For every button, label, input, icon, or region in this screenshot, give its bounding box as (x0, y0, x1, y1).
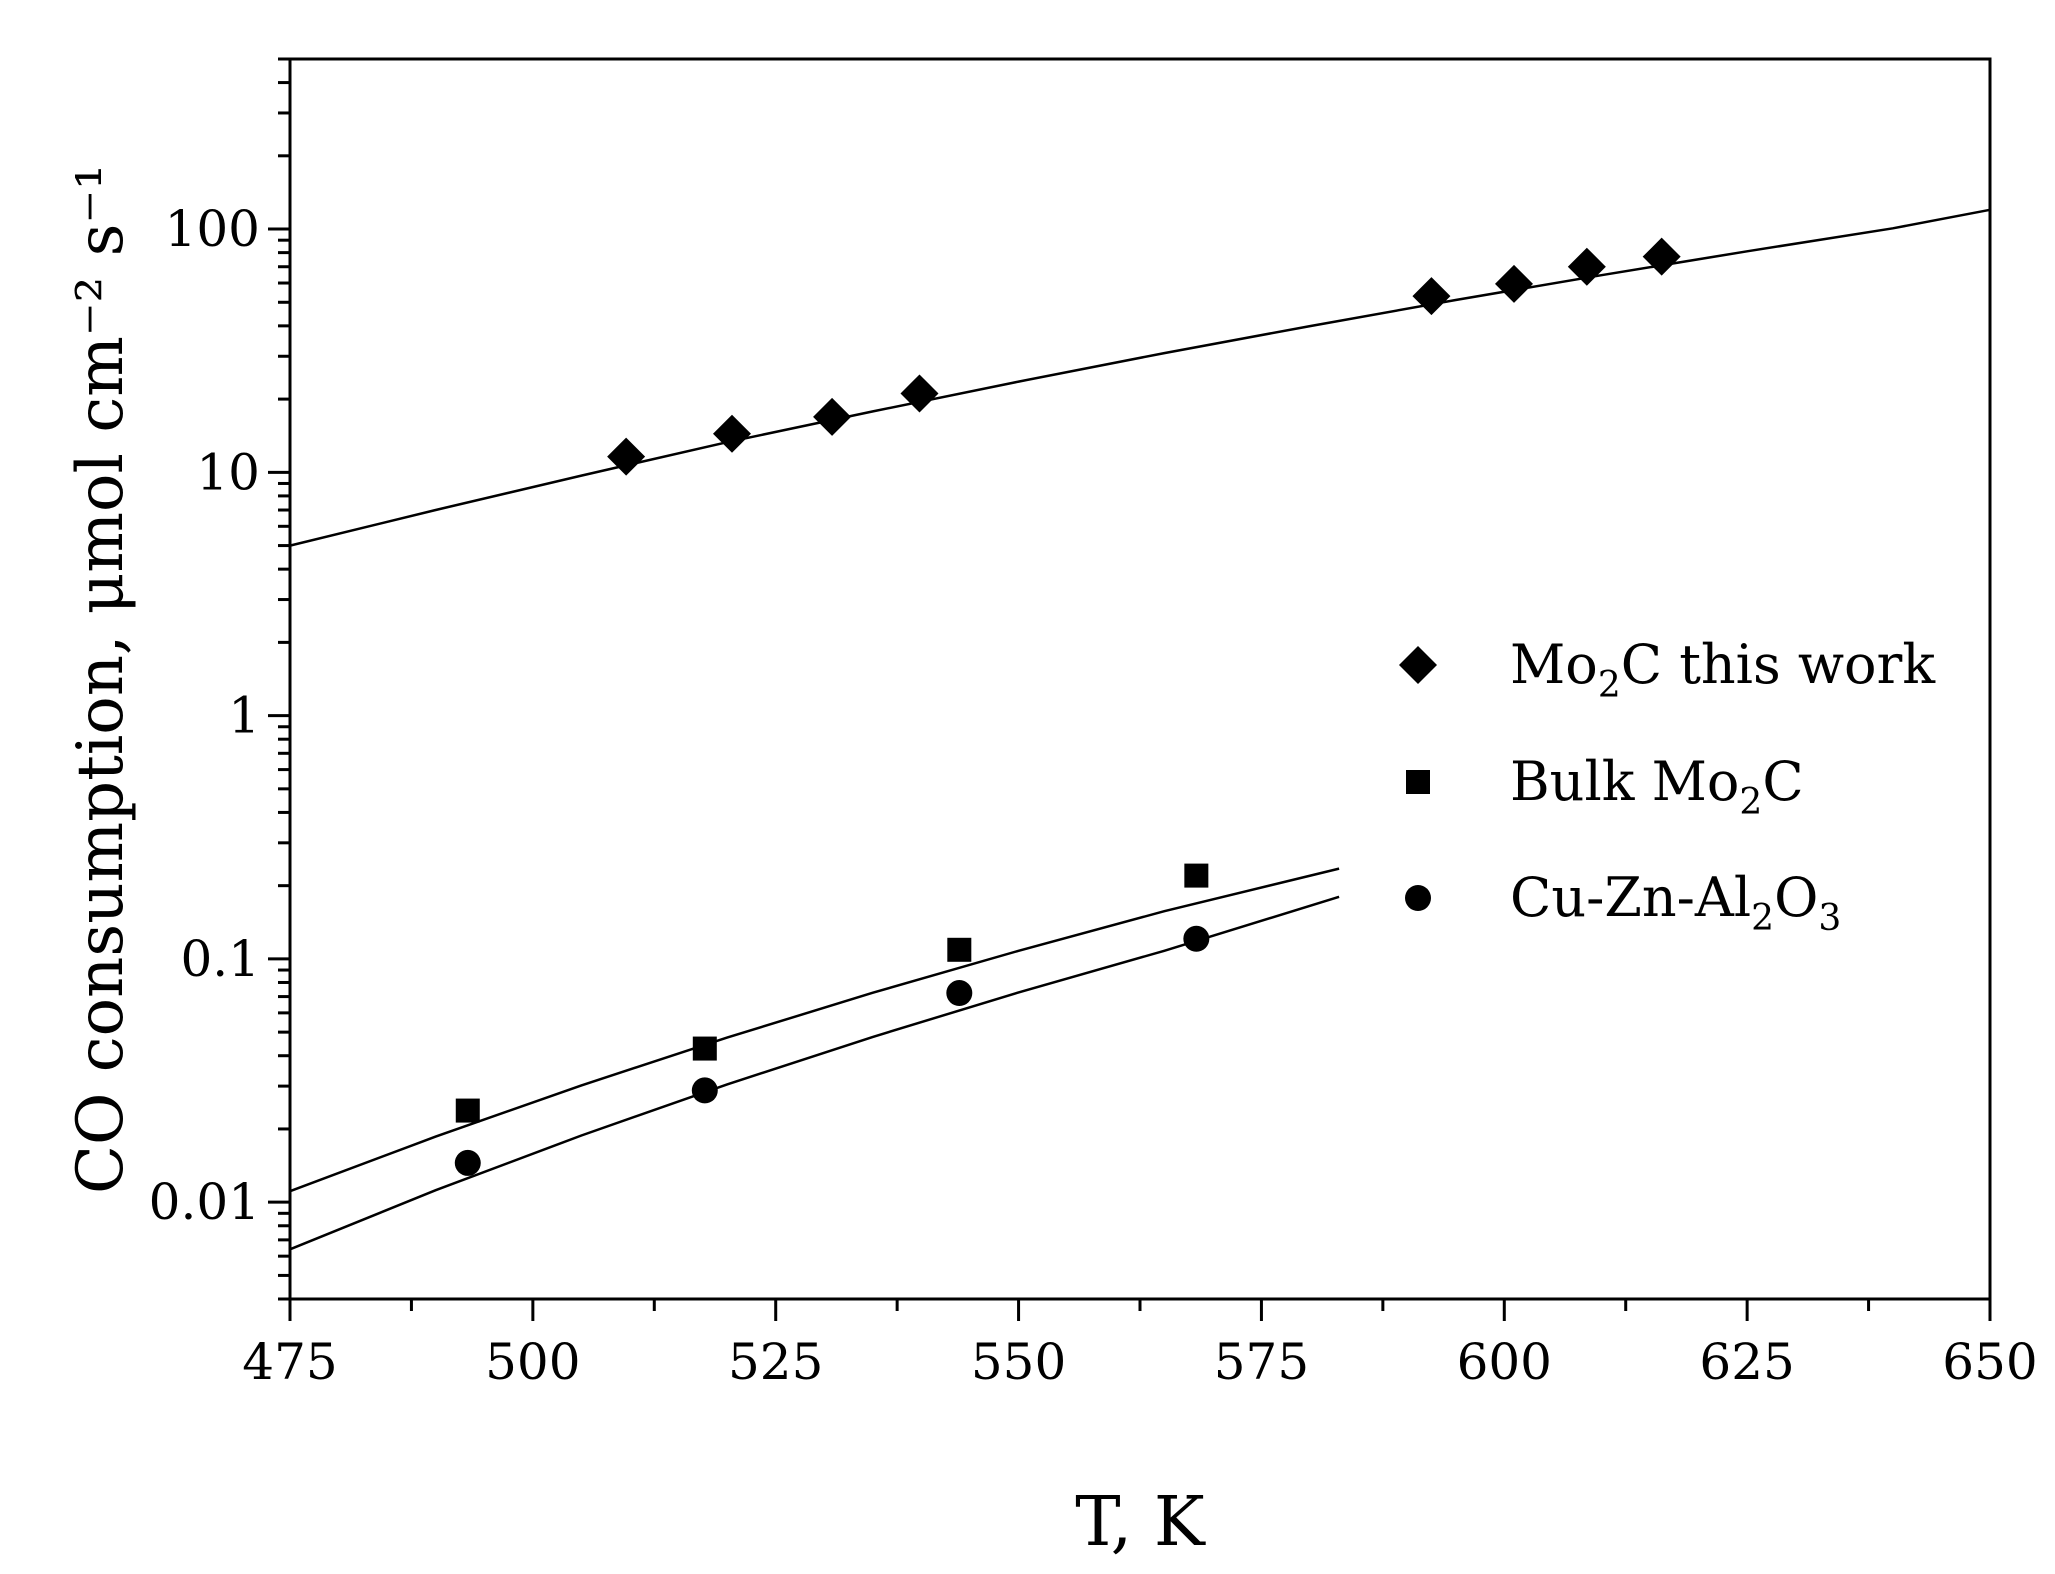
x-tick-label: 550 (971, 1333, 1066, 1391)
x-axis-title: T, K (1075, 1483, 1206, 1562)
data-point-diamond (1412, 277, 1451, 316)
x-tick-label: 625 (1699, 1333, 1794, 1391)
data-point-circle (454, 1149, 481, 1176)
y-axis-ticks: 0.01 0.1 1 10 100 (149, 57, 290, 1301)
x-tick-label: 600 (1457, 1333, 1552, 1391)
fit-line (289, 867, 1340, 1193)
data-point-diamond (1567, 247, 1606, 286)
legend-subscript: 2 (1598, 665, 1621, 706)
fit-lines (289, 208, 1991, 1251)
data-point-diamond (1642, 237, 1681, 276)
data-point-diamond (813, 397, 852, 436)
data-point-square (1184, 863, 1209, 888)
y-tick-label: 100 (165, 200, 260, 258)
legend-text-part: O (1774, 866, 1818, 929)
data-markers (454, 237, 1681, 1176)
legend-text-part: C this work (1621, 633, 1937, 696)
data-point-circle (946, 980, 973, 1007)
legend-subscript: 2 (1739, 782, 1762, 823)
y-tick-label: 0.01 (149, 1173, 260, 1231)
data-point-square (947, 937, 972, 962)
x-tick-label: 525 (728, 1333, 823, 1391)
data-point-circle (691, 1077, 718, 1104)
legend-text-part: Mo (1510, 633, 1598, 696)
legend-text-part: C (1762, 750, 1803, 813)
data-point-diamond (713, 414, 751, 453)
legend-marker-circle (1405, 885, 1431, 911)
data-point-circle (1183, 925, 1210, 952)
x-tick-label: 650 (1942, 1333, 2037, 1391)
y-axis-title: CO consumption, μmol cm⁻² s⁻¹ (64, 164, 138, 1194)
fit-line (289, 208, 1991, 547)
legend-subscript: 2 (1751, 898, 1774, 939)
legend-label: Cu-Zn-Al2O3 (1510, 866, 1841, 939)
y-tick-label: 1 (228, 687, 260, 745)
fit-line (289, 895, 1340, 1251)
data-point-square (455, 1098, 480, 1123)
x-axis-ticks: 475 500 525 550 575 600 625 650 (242, 1299, 2038, 1391)
legend-marker-diamond (1399, 646, 1437, 684)
legend-subscript: 3 (1818, 898, 1841, 939)
data-point-square (692, 1036, 717, 1061)
x-tick-label: 475 (242, 1333, 337, 1391)
legend-label: Bulk Mo2C (1510, 750, 1804, 823)
legend-label: Mo2C this work (1510, 633, 1936, 706)
data-point-diamond (1495, 264, 1533, 303)
legend-text-part: Cu-Zn-Al (1510, 866, 1751, 929)
data-point-diamond (900, 374, 939, 413)
y-tick-label: 10 (196, 443, 260, 501)
x-tick-label: 575 (1214, 1333, 1309, 1391)
x-tick-label: 500 (485, 1333, 580, 1391)
y-tick-label: 0.1 (180, 930, 260, 988)
legend-text-part: Bulk Mo (1510, 750, 1739, 813)
legend-marker-square (1406, 770, 1430, 794)
data-point-diamond (607, 437, 646, 476)
